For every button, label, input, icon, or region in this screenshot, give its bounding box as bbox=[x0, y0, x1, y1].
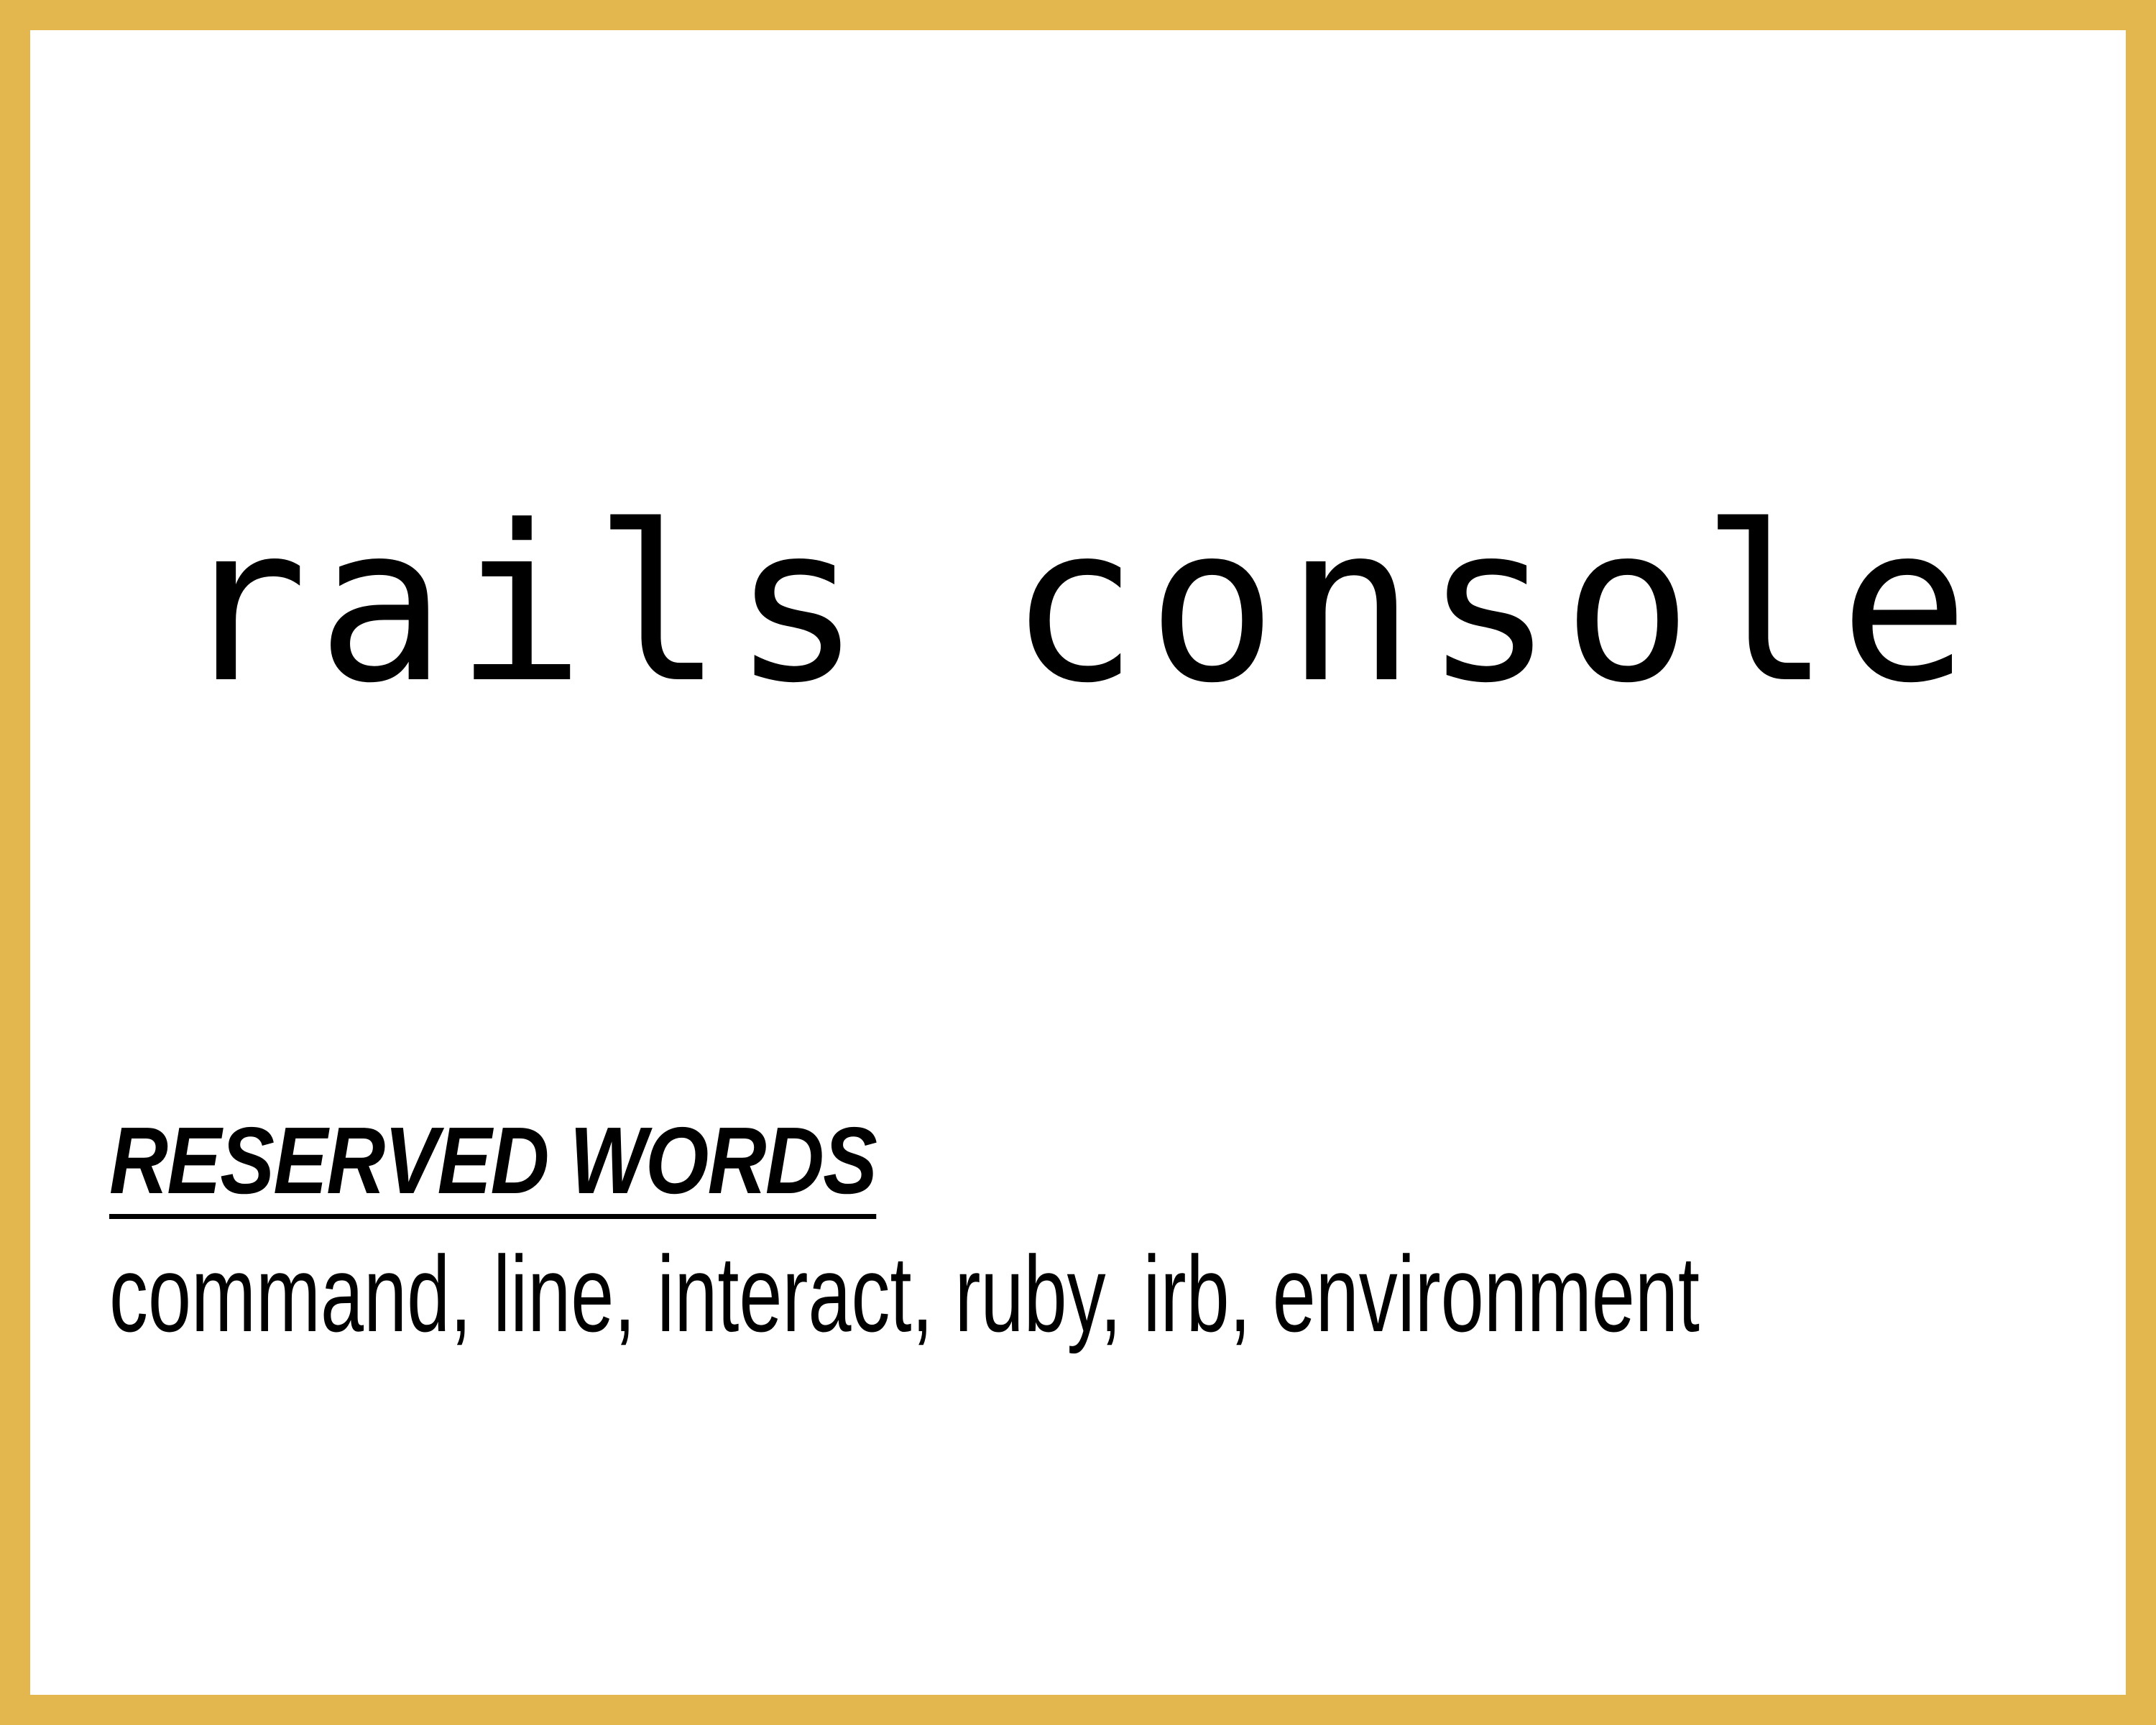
reserved-words-heading: RESERVED WORDS bbox=[109, 1108, 877, 1220]
command-title: rails console bbox=[178, 479, 1978, 730]
reserved-words-section: RESERVED WORDS command, line, interact, … bbox=[109, 1108, 2086, 1353]
reserved-words-list: command, line, interact, ruby, irb, envi… bbox=[109, 1233, 1700, 1355]
